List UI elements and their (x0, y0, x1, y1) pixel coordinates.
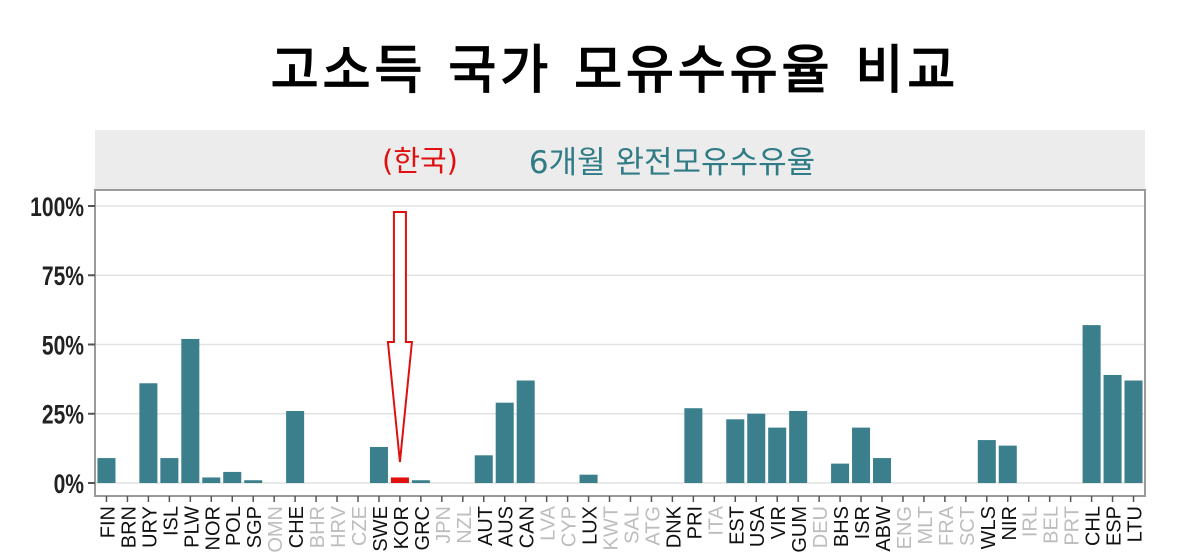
x-tick-label-pri: PRI (684, 506, 706, 539)
x-tick-label-abw: ABW (873, 506, 895, 552)
x-tick-label-cze: CZE (349, 506, 371, 546)
bars (97, 325, 1143, 483)
bar-wls (977, 440, 996, 483)
x-tick-label-aut: AUT (475, 506, 497, 546)
x-axis-labels: FINBRNURYISLPLWNORPOLSGPOMNCHEBHRHRVCZES… (97, 496, 1147, 553)
x-tick-label-isr: ISR (852, 506, 874, 539)
bar-swe (369, 446, 388, 483)
x-tick-label-hrv: HRV (328, 505, 350, 548)
plot-frame (94, 189, 1146, 497)
x-tick-label-sct: SCT (957, 506, 979, 546)
x-tick-label-nzl: NZL (454, 506, 476, 544)
bar-aus (495, 402, 514, 483)
bar-esp (1103, 374, 1122, 483)
bar-ltu (1124, 380, 1143, 483)
bar-grc (411, 480, 430, 483)
bar-ury (139, 383, 158, 483)
bar-che (286, 410, 305, 483)
x-tick-label-gum: GUM (789, 506, 811, 553)
x-tick-label-kwt: KWT (601, 506, 623, 550)
x-tick-label-atg: ATG (642, 506, 664, 546)
y-tick-label: 25% (42, 400, 84, 430)
panel-title-prefix: (한국) (382, 144, 458, 178)
x-tick-label-nir: NIR (999, 506, 1021, 540)
bar-gum (789, 410, 808, 483)
bar-vir (768, 427, 787, 483)
x-tick-label-vir: VIR (768, 506, 790, 539)
bar-nor (202, 477, 221, 483)
gridlines (96, 205, 1144, 484)
x-tick-label-omn: OMN (265, 506, 287, 553)
x-tick-label-wls: WLS (978, 506, 1000, 549)
bar-plw (181, 338, 200, 483)
chart-title: 고소득 국가 모유수유율 비교 (270, 41, 960, 101)
x-tick-label-jpn: JPN (433, 506, 455, 544)
bar-est (726, 419, 745, 483)
x-tick-label-irl: IRL (1020, 506, 1042, 537)
bar-can (516, 380, 535, 483)
bar-isl (160, 458, 179, 483)
bar-kor (390, 477, 409, 483)
x-tick-label-bhs: BHS (831, 506, 853, 547)
y-axis: 0% 25% 50% 75% 100% (30, 193, 95, 500)
bar-sgp (244, 480, 263, 483)
x-tick-label-bhr: BHR (307, 506, 329, 548)
x-tick-label-plw: PLW (181, 506, 203, 548)
x-tick-label-lux: LUX (580, 506, 602, 545)
kor-arrow-annotation (386, 211, 414, 463)
x-tick-label-nor: NOR (202, 506, 224, 550)
x-tick-label-aus: AUS (496, 506, 518, 547)
x-tick-label-ury: URY (139, 506, 161, 548)
bar-bhs (831, 463, 850, 483)
highlight-arrow (386, 211, 414, 463)
x-tick-label-ita: ITA (705, 505, 727, 535)
y-tick-label: 75% (42, 262, 84, 292)
bar-aut (474, 455, 493, 483)
x-tick-label-grc: GRC (412, 506, 434, 550)
panel-header (95, 130, 1145, 190)
bar-pol (223, 471, 242, 483)
x-tick-label-isl: ISL (160, 506, 182, 536)
bar-fin (97, 458, 116, 483)
x-tick-label-fin: FIN (97, 506, 119, 538)
x-tick-label-prt: PRT (1062, 506, 1084, 546)
bar-chl (1082, 325, 1101, 483)
bar-usa (747, 413, 766, 483)
x-tick-label-fra: FRA (936, 505, 958, 546)
y-tick-label: 100% (30, 193, 84, 223)
x-tick-label-cyp: CYP (559, 506, 581, 547)
x-tick-label-bel: BEL (1041, 506, 1063, 544)
x-tick-label-ltu: LTU (1125, 506, 1147, 542)
x-tick-label-pol: POL (223, 506, 245, 546)
x-tick-label-che: CHE (286, 506, 308, 548)
bar-pri (684, 408, 703, 483)
panel-title: 6개월 완전모유수유율 (529, 145, 815, 181)
y-tick-label: 50% (42, 331, 84, 361)
x-tick-label-dnk: DNK (663, 505, 685, 548)
x-tick-label-sal: SAL (621, 506, 643, 544)
x-tick-label-mlt: MLT (915, 506, 937, 545)
x-tick-label-eng: ENG (894, 506, 916, 549)
x-tick-label-can: CAN (517, 506, 539, 548)
x-tick-label-lva: LVA (538, 505, 560, 540)
bar-abw (872, 458, 892, 483)
x-tick-label-usa: USA (747, 505, 769, 547)
bar-lux (579, 474, 598, 483)
x-tick-label-kor: KOR (391, 506, 413, 549)
x-tick-label-chl: CHL (1083, 506, 1105, 546)
x-tick-label-deu: DEU (810, 506, 832, 548)
x-tick-label-swe: SWE (370, 506, 392, 552)
x-tick-label-est: EST (726, 506, 748, 545)
bar-nir (998, 445, 1017, 483)
bar-isr (852, 427, 871, 483)
x-tick-label-sgp: SGP (244, 506, 266, 548)
y-tick-label: 0% (54, 470, 84, 500)
x-tick-label-brn: BRN (118, 506, 140, 548)
x-tick-label-esp: ESP (1104, 506, 1126, 546)
